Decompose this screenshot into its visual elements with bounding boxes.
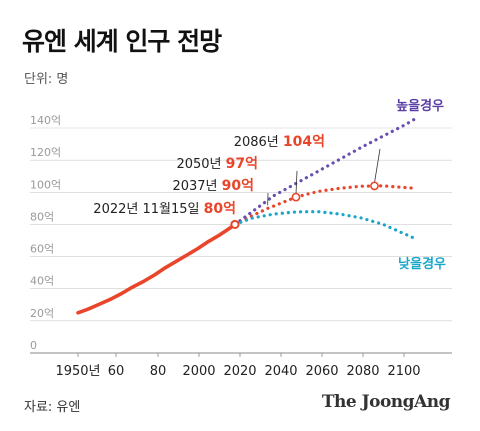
series-line-actual — [76, 222, 237, 315]
annotation-layer: 2022년 11월15일 80억 2037년 90억 2050년 97억 2086년 … — [93, 134, 381, 230]
annotation-value-1: 90억 — [222, 178, 254, 194]
legend-high: 높을경우 — [396, 98, 444, 114]
x-tick-label-4: 2020 — [223, 364, 256, 379]
x-tick-label-8: 2100 — [387, 364, 420, 379]
y-tick-label-140: 140억 — [30, 114, 61, 127]
source-label: 자료: 유엔 — [24, 400, 81, 415]
series-line-medium — [233, 184, 418, 226]
unit-label: 단위: 명 — [24, 72, 69, 87]
y-tick-label-120: 120억 — [30, 146, 61, 159]
series-layer — [76, 116, 418, 315]
annotation-marker-3 — [370, 181, 379, 191]
axis-layer: 0 20억 40억 60억 80억 100억 120억 140억 1950년 60 80 2000 20… — [30, 114, 452, 379]
annotation-label-3: 2086년 104억 — [234, 134, 325, 150]
series-line-high — [233, 116, 418, 226]
annotation-value-0: 80억 — [204, 201, 236, 217]
annotation-marker-2 — [291, 192, 301, 202]
chart-title: 유엔 세계 인구 전망 — [22, 27, 222, 56]
y-tick-label-20: 20억 — [30, 307, 54, 320]
y-tick-label-80: 80억 — [30, 210, 54, 223]
x-tick-label-0: 1950년 — [55, 364, 100, 379]
grid-layer — [30, 127, 452, 322]
annotation-value-3: 104억 — [283, 134, 325, 150]
y-tick-label-0: 0 — [30, 339, 37, 352]
annotation-label-0: 2022년 11월15일 80억 — [93, 201, 236, 217]
annotation-label-2: 2050년 97억 — [176, 156, 258, 172]
annotation-year-1: 2037년 — [172, 179, 221, 194]
brand-logo: The JoongAng — [321, 392, 451, 412]
y-tick-label-100: 100억 — [30, 178, 61, 191]
x-tick-label-2: 80 — [150, 364, 167, 379]
series-line-low — [233, 210, 418, 241]
x-tick-label-6: 2060 — [305, 364, 338, 379]
annotation-label-1: 2037년 90억 — [172, 178, 254, 194]
legend-low: 낮을경우 — [398, 256, 446, 272]
annotation-year-0: 2022년 11월15일 — [93, 202, 203, 217]
annotation-year-3: 2086년 — [234, 135, 283, 150]
y-tick-label-40: 40억 — [30, 275, 54, 288]
annotation-year-2: 2050년 — [176, 157, 225, 172]
x-tick-label-5: 2040 — [264, 364, 297, 379]
annotation-marker-0 — [230, 219, 240, 230]
x-tick-label-7: 2080 — [346, 364, 379, 379]
annotation-leader-3 — [374, 148, 381, 183]
annotation-leader-2 — [295, 170, 298, 195]
x-tick-label-1: 60 — [108, 364, 125, 379]
annotation-value-2: 97억 — [226, 156, 258, 172]
x-tick-label-3: 2000 — [182, 364, 215, 379]
y-tick-label-60: 60억 — [30, 243, 54, 256]
